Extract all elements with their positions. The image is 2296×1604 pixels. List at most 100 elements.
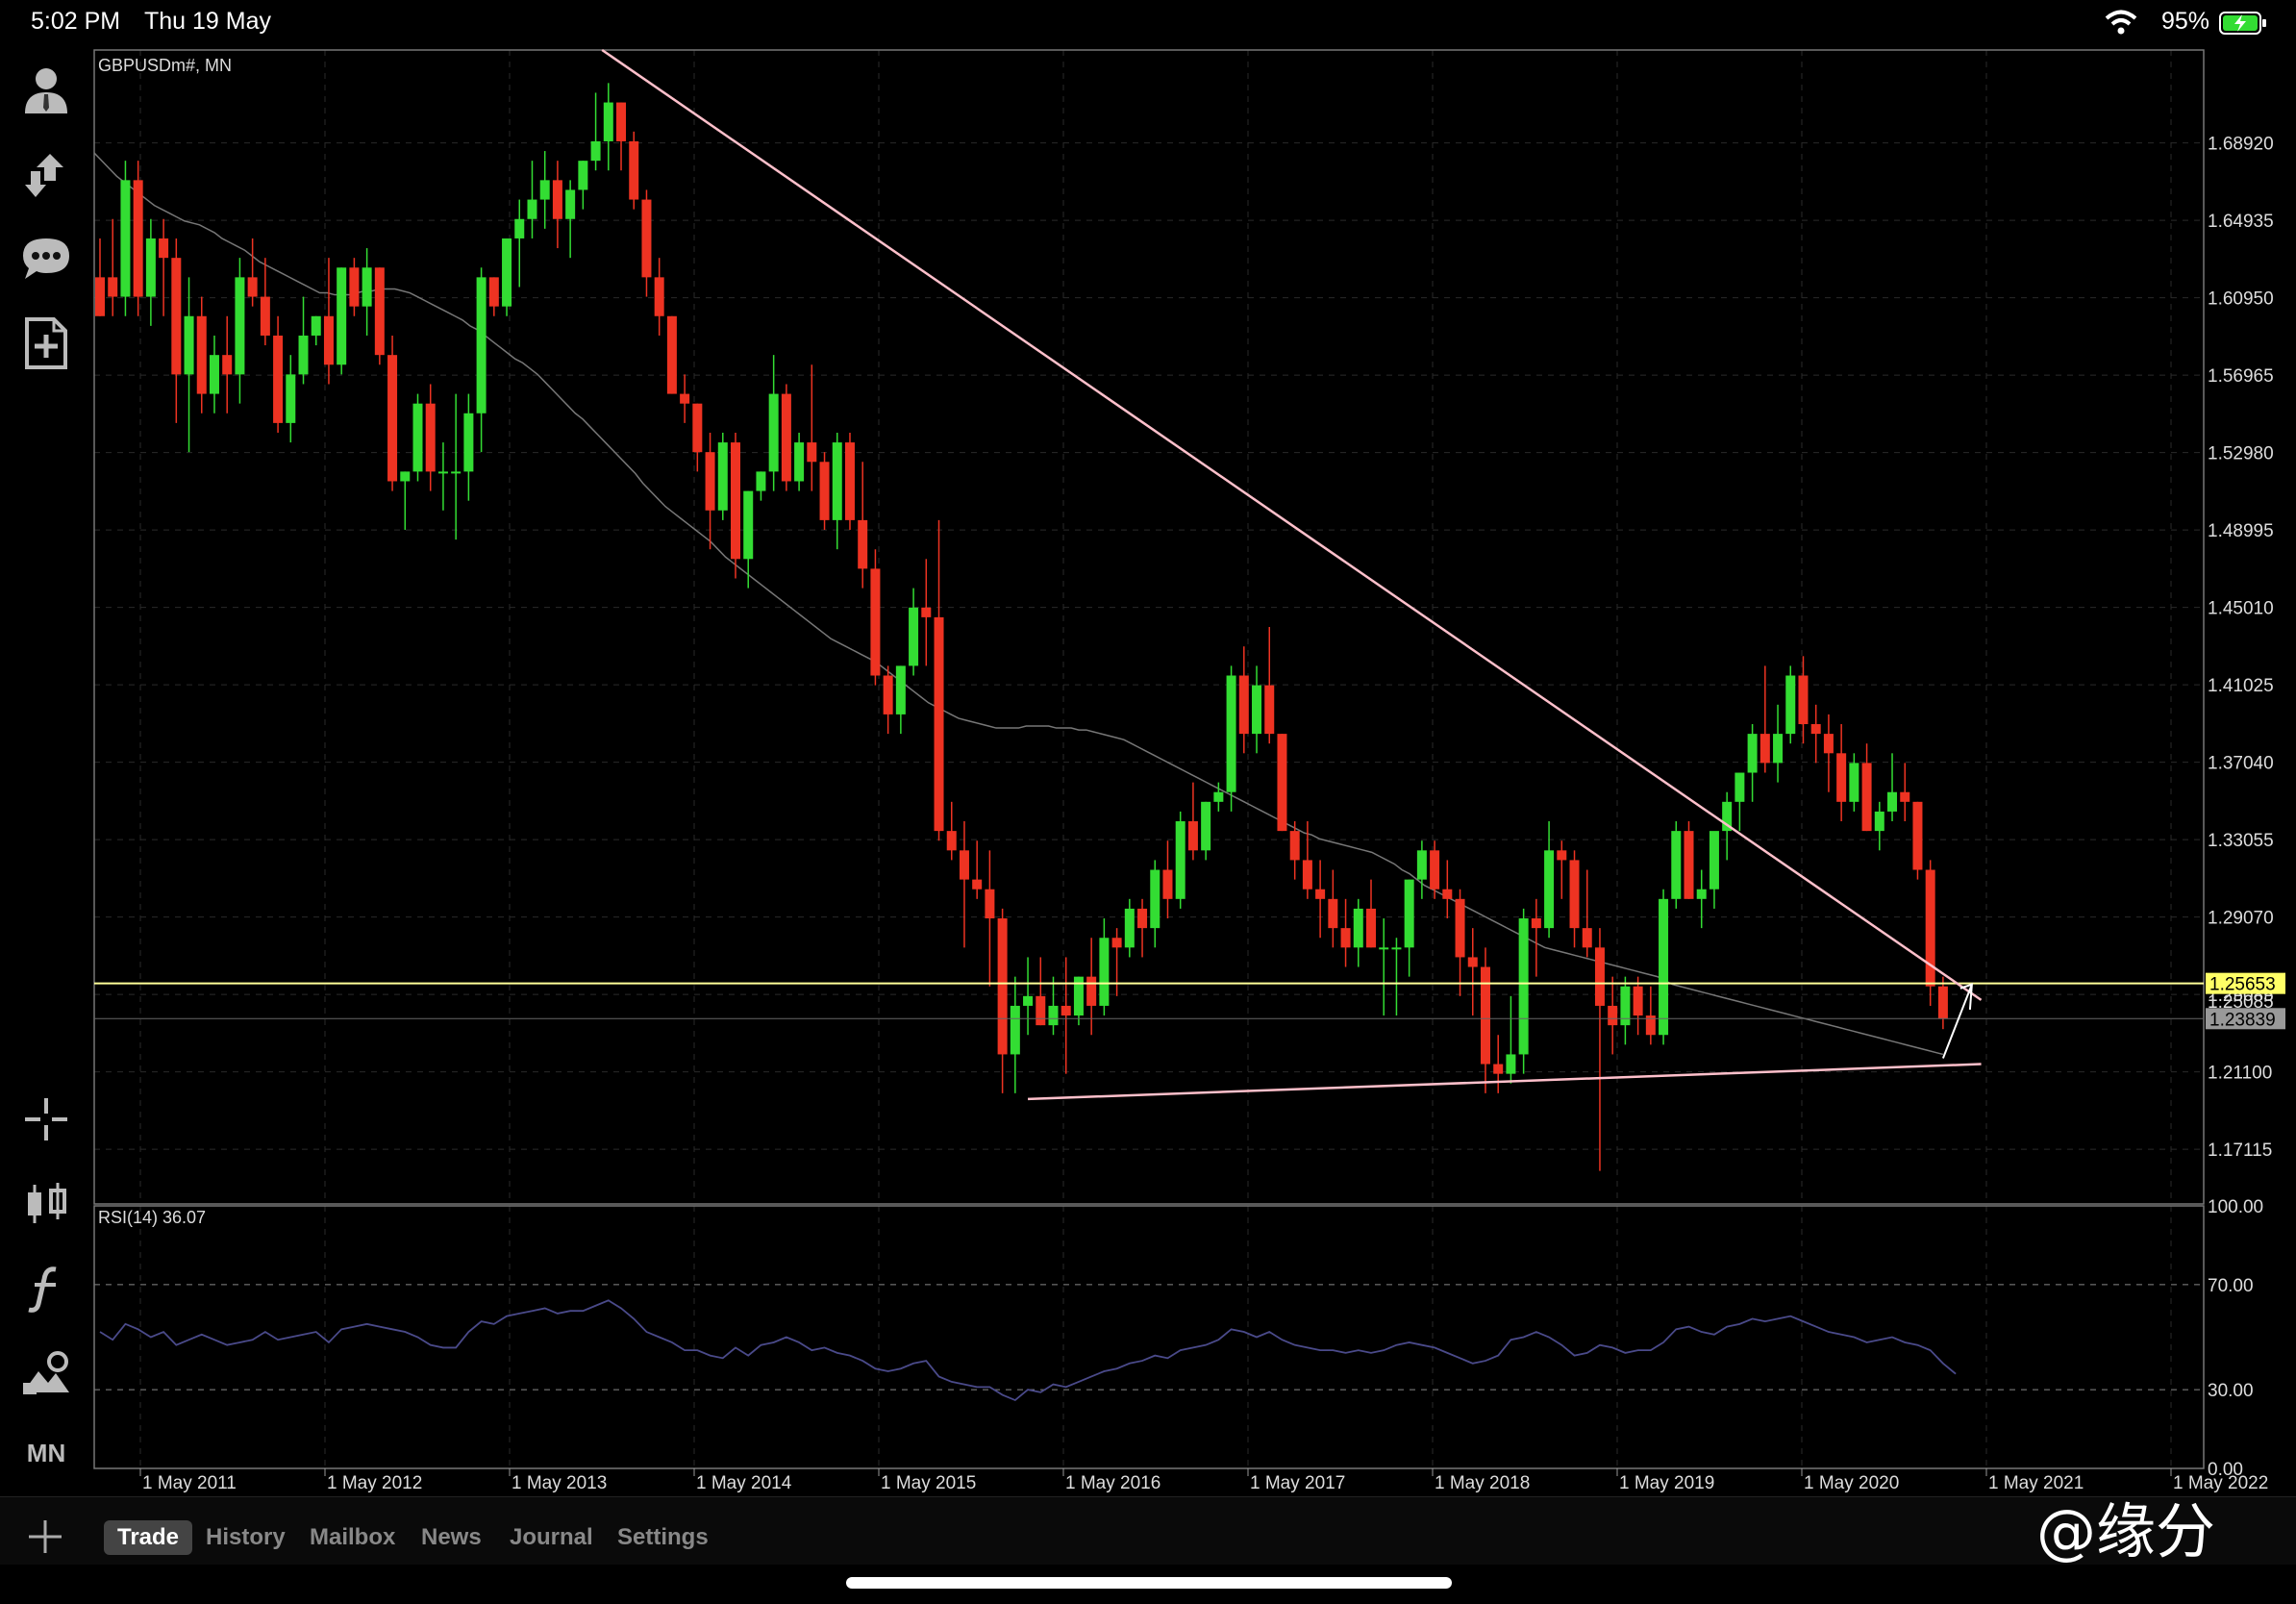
y-tick-label: 1.48995	[2208, 521, 2274, 541]
candle-body	[883, 675, 893, 714]
candle-body	[412, 403, 423, 472]
candle-body	[108, 277, 118, 297]
candle-body	[1493, 1064, 1504, 1074]
candle-body	[1379, 947, 1389, 950]
symbol-label: GBPUSDm#, MN	[98, 56, 232, 75]
candle-body	[680, 393, 690, 404]
candle-body	[1912, 801, 1923, 870]
x-tick-label: 1 May 2016	[1065, 1473, 1160, 1493]
candle-body	[286, 374, 296, 423]
candle-body	[743, 490, 754, 560]
candle-body	[1608, 1005, 1618, 1026]
candle-body	[794, 442, 805, 482]
candle-body	[603, 102, 613, 141]
rsi-y-tick-label: 100.00	[2208, 1197, 2263, 1217]
rsi-series	[99, 1299, 1957, 1402]
candle-body	[1645, 1015, 1656, 1036]
candle-body	[1036, 995, 1046, 1026]
plus-icon[interactable]	[25, 1516, 65, 1557]
candle-body	[323, 315, 334, 365]
candle-body	[1213, 791, 1224, 802]
candle-body	[209, 355, 219, 394]
candle-body	[400, 471, 411, 482]
candle-body	[337, 267, 347, 365]
candle-body	[1010, 1005, 1020, 1055]
candle-body	[1289, 831, 1300, 861]
price-chart[interactable]: 1.68920 1.64935 1.60950 1.56965 1.52980 1.489…	[0, 0, 2296, 1496]
candle-body	[1162, 869, 1173, 899]
candle-body	[832, 442, 842, 520]
candle-body	[298, 335, 309, 375]
chat-icon[interactable]	[17, 229, 75, 287]
candle-body	[552, 180, 562, 219]
account-icon[interactable]	[17, 60, 75, 117]
candle-body	[235, 277, 245, 375]
candle-body	[1518, 918, 1529, 1055]
candle-body	[1340, 928, 1351, 948]
tab-history[interactable]: History	[206, 1524, 286, 1550]
timeframe-label[interactable]: MN	[26, 1439, 66, 1467]
trendline-2	[1028, 1063, 1982, 1101]
chart-type-icon[interactable]	[17, 1175, 75, 1233]
tab-mailbox[interactable]: Mailbox	[310, 1524, 396, 1550]
candle-body	[909, 607, 919, 666]
x-tick-label: 1 May 2020	[1804, 1473, 1899, 1493]
tab-journal[interactable]: Journal	[510, 1524, 593, 1550]
candle-body	[514, 218, 525, 238]
candle-body	[1823, 734, 1834, 754]
battery-charging-icon	[2219, 12, 2266, 35]
candle-body	[1887, 791, 1898, 812]
candle-body	[425, 403, 436, 472]
y-tick-label: 1.45010	[2208, 599, 2274, 619]
candle-body	[1416, 850, 1427, 880]
candle-body	[1073, 976, 1084, 1016]
candle-body	[1582, 928, 1592, 948]
objects-icon[interactable]	[17, 1344, 75, 1402]
candle-body	[1722, 801, 1733, 832]
trendline-1	[601, 48, 1983, 1001]
moving-average	[93, 152, 1944, 1056]
candle-body	[819, 462, 830, 520]
candle-body	[349, 267, 360, 307]
x-tick-label: 1 May 2012	[327, 1473, 422, 1493]
crosshair-icon[interactable]	[17, 1090, 75, 1148]
candle-body	[1798, 675, 1809, 725]
bottom-bar: Trade History Mailbox News Journal Setti…	[0, 1496, 2296, 1565]
candle-body	[1048, 1005, 1059, 1026]
trade-arrows-icon[interactable]	[17, 144, 75, 202]
current-price-tag	[2206, 972, 2285, 994]
candle-body	[1759, 734, 1770, 764]
candle-body	[1836, 753, 1847, 802]
status-bar: 5:02 PM Thu 19 May 95%	[0, 0, 2296, 44]
tab-trade[interactable]: Trade	[104, 1520, 193, 1555]
x-tick-label: 1 May 2015	[881, 1473, 976, 1493]
rsi-y-tick-label: 30.00	[2208, 1381, 2254, 1401]
tab-settings[interactable]: Settings	[617, 1524, 709, 1550]
indicators-icon[interactable]	[17, 1260, 75, 1317]
candle-body	[895, 665, 906, 714]
candle-body	[1569, 860, 1580, 929]
candle-body	[502, 238, 512, 307]
candle-body	[1391, 947, 1402, 950]
candle-body	[1849, 763, 1859, 802]
candle-body	[1747, 734, 1758, 773]
candle-body	[222, 355, 233, 375]
second-price-tag-text: 1.23839	[2209, 1010, 2276, 1030]
candle-body	[247, 277, 258, 297]
candle-body	[1187, 821, 1198, 851]
candle-body	[1404, 879, 1414, 948]
candle-body	[959, 850, 969, 880]
candle-body	[921, 607, 932, 617]
candle-body	[1531, 918, 1541, 929]
candle-body	[1467, 957, 1478, 967]
new-order-icon[interactable]	[17, 313, 75, 371]
candle-body	[946, 831, 957, 851]
candle-body	[972, 879, 983, 890]
y-tick-label: 1.60950	[2208, 289, 2274, 310]
candle-body	[1099, 938, 1110, 1006]
status-date: Thu 19 May	[144, 8, 272, 35]
candle-body	[1696, 889, 1707, 899]
tab-news[interactable]: News	[421, 1524, 482, 1550]
y-tick-label: 1.33055	[2208, 831, 2274, 851]
current-price-tag-text: 1.25653	[2209, 975, 2276, 995]
